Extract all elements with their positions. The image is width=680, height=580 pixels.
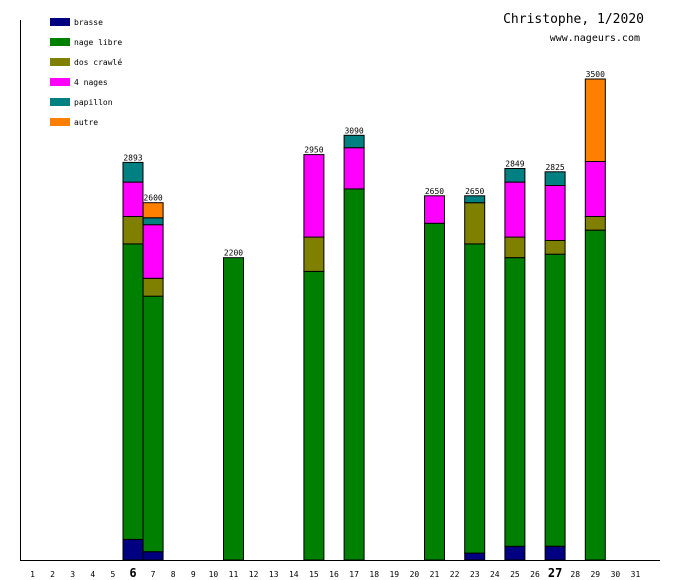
bar-segment-day-15-nage-libre (303, 270, 325, 561)
x-tick-label-24: 24 (490, 570, 500, 579)
total-label-day-15: 2950 (304, 146, 323, 155)
bar-segment-day-29-dos-crawlé (584, 215, 606, 231)
bar-segment-day-6-brasse (122, 538, 144, 561)
bar-segment-day-6-nage-libre (122, 243, 144, 540)
legend-label-brasse: brasse (74, 18, 103, 27)
bar-segment-day-29-nage-libre (584, 229, 606, 561)
total-label-day-23: 2650 (465, 187, 484, 196)
bar-segment-day-7-brasse (142, 551, 164, 561)
x-tick-label-28: 28 (570, 570, 580, 579)
x-tick-label-14: 14 (289, 570, 299, 579)
total-label-day-27: 2825 (545, 163, 564, 172)
bar-segment-day-25-4-nages (504, 181, 526, 238)
legend-label-papillon: papillon (74, 98, 113, 107)
legend-swatch-autre (50, 118, 70, 126)
bar-segment-day-25-papillon (504, 168, 526, 183)
bar-segment-day-11-nage-libre (223, 257, 244, 561)
legend-swatch-brasse (50, 18, 70, 26)
x-tick-label-31: 31 (631, 570, 641, 579)
x-tick-label-15: 15 (309, 570, 319, 579)
x-tick-label-4: 4 (90, 570, 95, 579)
bar-segment-day-7-nage-libre (142, 295, 164, 553)
x-tick-label-21: 21 (430, 570, 440, 579)
bar-segment-day-27-dos-crawlé (544, 240, 566, 255)
bar-segment-day-23-papillon (464, 195, 486, 204)
bar-segment-day-7-4-nages (142, 224, 164, 279)
bar-segment-day-25-brasse (504, 545, 526, 561)
x-tick-label-20: 20 (410, 570, 420, 579)
total-label-day-29: 3500 (586, 70, 605, 79)
legend: brasse nage libre dos crawlé 4 nages papillo… (50, 18, 122, 127)
bar-segment-day-15-dos-crawlé (303, 236, 325, 272)
x-tick-label-11: 11 (229, 570, 239, 579)
bar-segment-day-29-autre (584, 78, 606, 162)
bar-segment-day-25-nage-libre (504, 257, 526, 547)
total-label-day-6: 2893 (123, 153, 142, 162)
bar-segment-day-17-4-nages (343, 147, 365, 190)
x-tick-label-2: 2 (50, 570, 55, 579)
bar-segment-day-17-papillon (343, 134, 365, 149)
bar-segment-day-23-nage-libre (464, 243, 486, 554)
x-tick-label-23: 23 (470, 570, 480, 579)
x-tick-label-27: 27 (548, 566, 562, 580)
total-label-day-11: 2200 (224, 249, 243, 258)
x-tick-label-8: 8 (171, 570, 176, 579)
bar-segment-day-7-papillon (142, 217, 164, 226)
x-tick-label-7: 7 (151, 570, 156, 579)
bar-segment-day-6-dos-crawlé (122, 215, 144, 245)
bar-segment-day-27-papillon (544, 171, 566, 187)
bar-segment-day-21-nage-libre (424, 222, 445, 561)
bar-segment-day-23-brasse (464, 552, 486, 561)
total-label-day-25: 2849 (505, 160, 524, 169)
x-tick-label-9: 9 (191, 570, 196, 579)
x-tick-label-25: 25 (510, 570, 520, 579)
legend-swatch-dos-crawlé (50, 58, 70, 66)
x-tick-label-30: 30 (611, 570, 621, 579)
bar-segment-day-6-papillon (122, 161, 144, 183)
bar-segment-day-27-4-nages (544, 185, 566, 241)
bar-segment-day-17-nage-libre (343, 188, 365, 561)
x-tick-label-13: 13 (269, 570, 279, 579)
legend-swatch-nage-libre (50, 38, 70, 46)
x-tick-label-6: 6 (129, 566, 136, 580)
total-label-day-21: 2650 (425, 187, 444, 196)
x-tick-label-19: 19 (389, 570, 399, 579)
x-tick-label-16: 16 (329, 570, 339, 579)
x-tick-label-12: 12 (249, 570, 259, 579)
x-tick-label-29: 29 (590, 570, 600, 579)
bar-segment-day-7-autre (142, 202, 164, 219)
x-tick-label-22: 22 (450, 570, 460, 579)
bar-segment-day-15-4-nages (303, 154, 325, 238)
x-tick-label-5: 5 (110, 570, 115, 579)
legend-label-dos-crawlé: dos crawlé (74, 57, 122, 67)
legend-swatch-papillon (50, 98, 70, 106)
chart-title: Christophe, 1/2020 (503, 12, 644, 27)
x-tick-label-18: 18 (369, 570, 379, 579)
legend-label-4-nages: 4 nages (74, 78, 108, 87)
x-tick-label-10: 10 (209, 570, 219, 579)
legend-label-autre: autre (74, 118, 98, 127)
bar-segment-day-27-brasse (544, 545, 566, 561)
total-label-day-7: 2600 (143, 194, 162, 203)
total-labels: 2893 2600 2200 2950 3090 2650 2650 2849 2825 3500 (123, 70, 605, 258)
bar-segment-day-7-dos-crawlé (142, 277, 164, 297)
x-tick-label-17: 17 (349, 570, 359, 579)
bar-segment-day-6-4-nages (122, 181, 144, 218)
bar-segment-day-27-nage-libre (544, 253, 566, 547)
x-tick-labels: 1 2 3 4 5 6 7 8 9 10 11 12 13 14 15 16 17 18 19 20 21 22 23 24 2… (30, 566, 640, 580)
total-label-day-17: 3090 (344, 126, 363, 135)
bar-segment-day-25-dos-crawlé (504, 236, 526, 259)
bar-segment-day-21-4-nages (424, 195, 445, 224)
x-tick-label-26: 26 (530, 570, 540, 579)
legend-label-nage-libre: nage libre (74, 38, 122, 47)
legend-swatch-4-nages (50, 78, 70, 86)
bar-segment-day-29-4-nages (584, 161, 606, 217)
bar-segment-day-23-dos-crawlé (464, 202, 486, 245)
bars (122, 78, 606, 561)
chart-subtitle: www.nageurs.com (550, 33, 640, 44)
x-tick-label-3: 3 (70, 570, 75, 579)
x-tick-label-1: 1 (30, 570, 35, 579)
